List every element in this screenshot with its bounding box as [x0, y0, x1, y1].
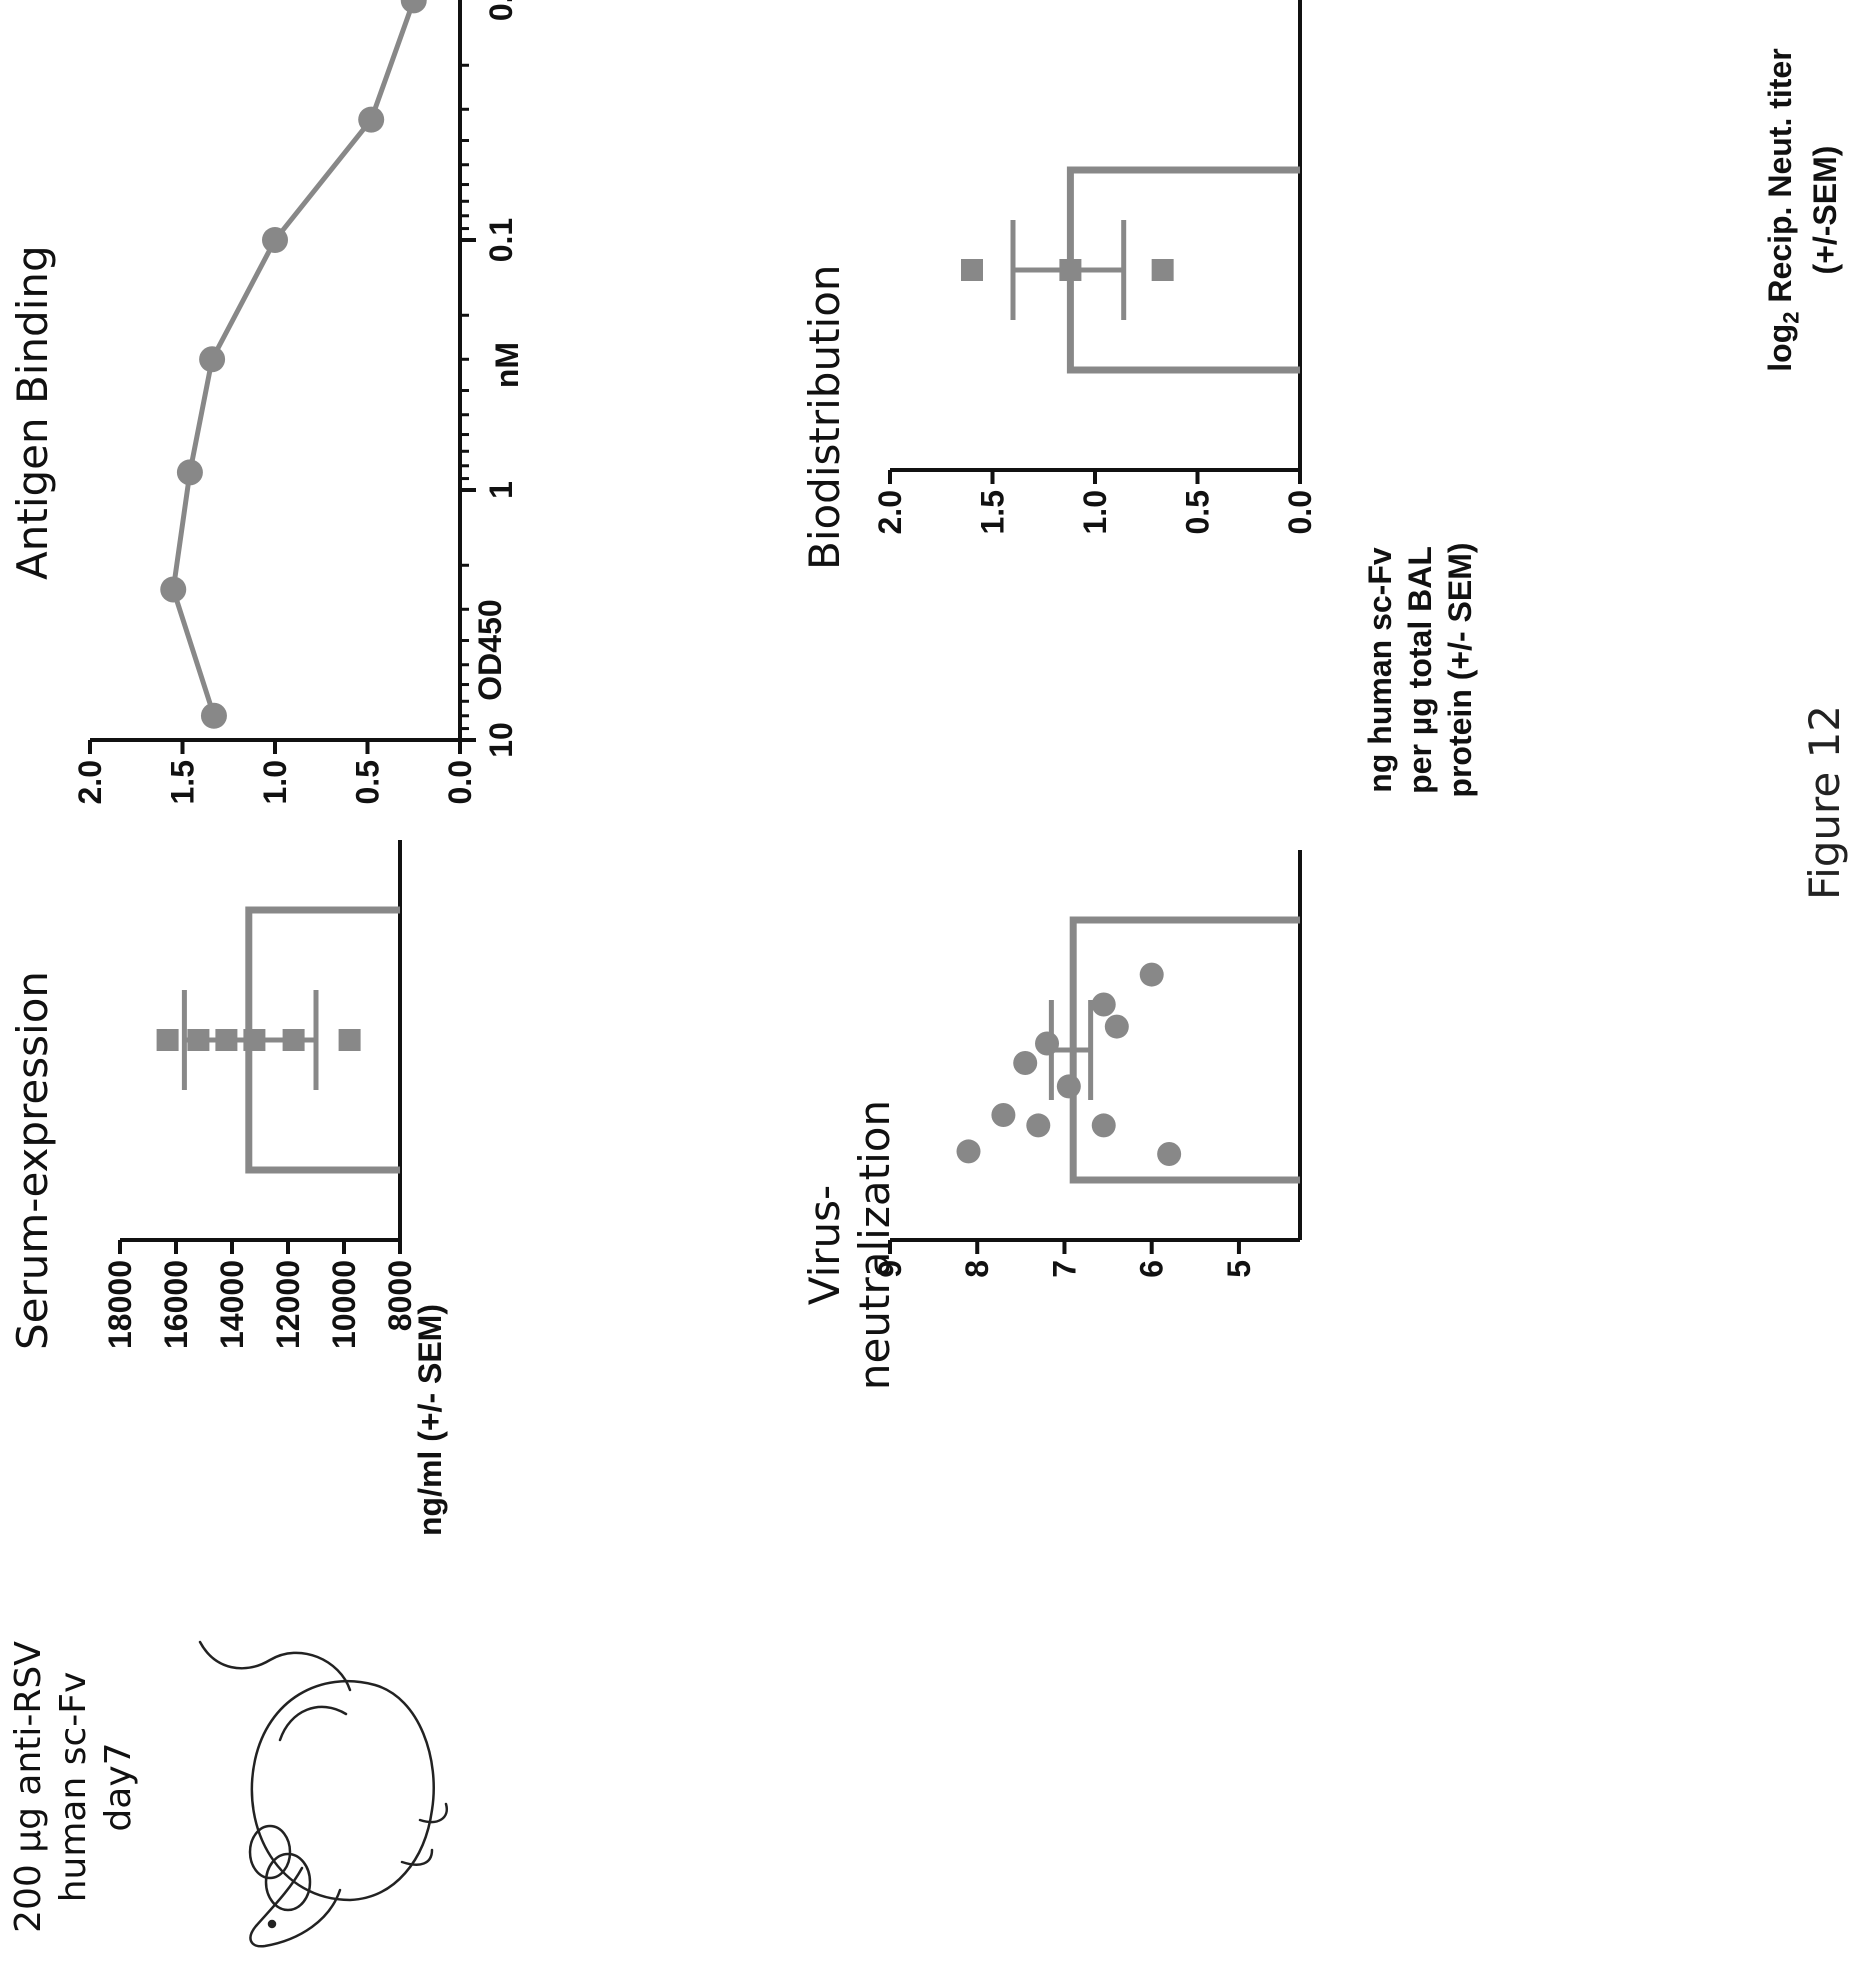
- bio-chart: 0.0 0.5 1.0 1.5 2.0: [872, 0, 1318, 534]
- virus-point-6: [1091, 992, 1116, 1017]
- virus-ytick-label-1: 6: [1134, 1260, 1170, 1278]
- serum-ytick-label-5: 18000: [102, 1260, 138, 1349]
- mouse-note: 200 µg anti-RSV human sc-Fv day7: [6, 1602, 141, 1972]
- virus-point-4: [1035, 1031, 1060, 1056]
- bio-point-0: [961, 259, 983, 281]
- serum-point-2: [215, 1029, 238, 1051]
- serum-point-3: [243, 1029, 266, 1051]
- antigen-xtick-label-2: 0.1: [483, 218, 519, 262]
- serum-point-5: [338, 1029, 361, 1051]
- virus-ylabel-sub: 2: [1778, 311, 1804, 324]
- virus-ytick-label-4: 9: [872, 1260, 908, 1278]
- antigen-xtick-label-3: 0.01: [483, 0, 519, 21]
- antigen-chart: 0.0 0.5 1.0 1.5 2.0 10 1 0.1 0.01 nM: [72, 0, 520, 804]
- antigen-xtick-label-1: 1: [483, 481, 519, 499]
- mouse-note-line-3: day7: [98, 1742, 139, 1832]
- virus-point-10: [1157, 1142, 1182, 1166]
- antigen-point-4: [262, 227, 288, 253]
- antigen-point-3: [199, 346, 226, 373]
- bio-point-1: [1059, 259, 1082, 281]
- antigen-point-0: [200, 702, 227, 729]
- serum-title: Serum-expression: [8, 970, 57, 1350]
- virus-point-1: [991, 1103, 1016, 1127]
- antigen-xtick-label-0: 10: [483, 722, 519, 758]
- virus-point-8: [1104, 1014, 1129, 1039]
- serum-chart: 8000 10000 12000 14000 16000 18000: [102, 840, 418, 1349]
- figure-caption: Figure 12: [1800, 704, 1849, 900]
- bio-ytick-label-3: 1.5: [975, 490, 1011, 534]
- virus-point-0: [956, 1139, 981, 1164]
- serum-ytick-label-0: 8000: [382, 1260, 418, 1331]
- antigen-ytick-label-4: 2.0: [72, 760, 108, 804]
- antigen-ylabel: OD450: [472, 599, 508, 701]
- bio-ylabel: ng human sc-Fv per µg total BAL protein …: [1360, 470, 1480, 870]
- mouse-note-line-2: human sc-Fv: [53, 1671, 94, 1903]
- serum-ytick-label-1: 10000: [326, 1260, 362, 1349]
- virus-ylabel-rest: Recip. Neut. titer: [1762, 48, 1798, 312]
- bio-point-2: [1151, 259, 1174, 281]
- virus-title-line-1: Virus-: [800, 1184, 849, 1306]
- virus-point-9: [1139, 962, 1164, 987]
- antigen-ytick-label-2: 1.0: [257, 760, 293, 804]
- virus-point-5: [1056, 1074, 1081, 1099]
- antigen-point-5: [358, 106, 385, 133]
- serum-point-0: [156, 1029, 179, 1051]
- bio-ytick-label-1: 0.5: [1180, 490, 1216, 534]
- serum-ytick-label-3: 14000: [214, 1260, 250, 1349]
- virus-ytick-label-2: 7: [1046, 1260, 1082, 1278]
- antigen-ytick-label-3: 1.5: [165, 760, 201, 804]
- virus-ylabel-line-1: log2 Recip. Neut. titer: [1760, 10, 1805, 410]
- virus-point-3: [1013, 1051, 1038, 1075]
- bio-ytick-label-2: 1.0: [1077, 490, 1113, 534]
- bio-ytick-label-4: 2.0: [872, 490, 908, 534]
- virus-point-7: [1091, 1113, 1116, 1138]
- antigen-point-2: [176, 459, 203, 486]
- bio-ylabel-line-3: protein (+/- SEM): [1442, 542, 1478, 798]
- mouse-note-line-1: 200 µg anti-RSV: [8, 1641, 49, 1933]
- serum-ytick-label-4: 16000: [158, 1260, 194, 1349]
- virus-ylabel: log2 Recip. Neut. titer (+/-SEM): [1760, 10, 1845, 410]
- antigen-ytick-label-0: 0.0: [442, 760, 478, 804]
- virus-chart: 5 6 7 8 9: [872, 850, 1302, 1278]
- virus-bar: [1069, 916, 1300, 1184]
- virus-point-2: [1026, 1113, 1051, 1138]
- virus-ytick-label-0: 5: [1221, 1260, 1257, 1278]
- serum-point-1: [187, 1029, 210, 1051]
- mouse-icon: [198, 1640, 449, 1948]
- bio-title: Biodistribution: [800, 264, 849, 570]
- virus-ylabel-line-2: (+/-SEM): [1806, 145, 1843, 275]
- bio-ylabel-line-1: ng human sc-Fv: [1362, 547, 1398, 793]
- virus-ytick-label-3: 8: [959, 1260, 995, 1278]
- antigen-point-6: [400, 0, 427, 14]
- antigen-xlabel: nM: [489, 342, 520, 388]
- bio-ylabel-line-2: per µg total BAL: [1402, 546, 1438, 794]
- virus-ylabel-log: log: [1762, 323, 1798, 372]
- antigen-ytick-label-1: 0.5: [350, 760, 386, 804]
- serum-point-4: [282, 1029, 305, 1051]
- antigen-title: Antigen Binding: [8, 245, 57, 580]
- serum-ytick-label-2: 12000: [270, 1260, 306, 1349]
- antigen-point-1: [160, 576, 187, 603]
- bio-ytick-label-0: 0.0: [1282, 490, 1318, 534]
